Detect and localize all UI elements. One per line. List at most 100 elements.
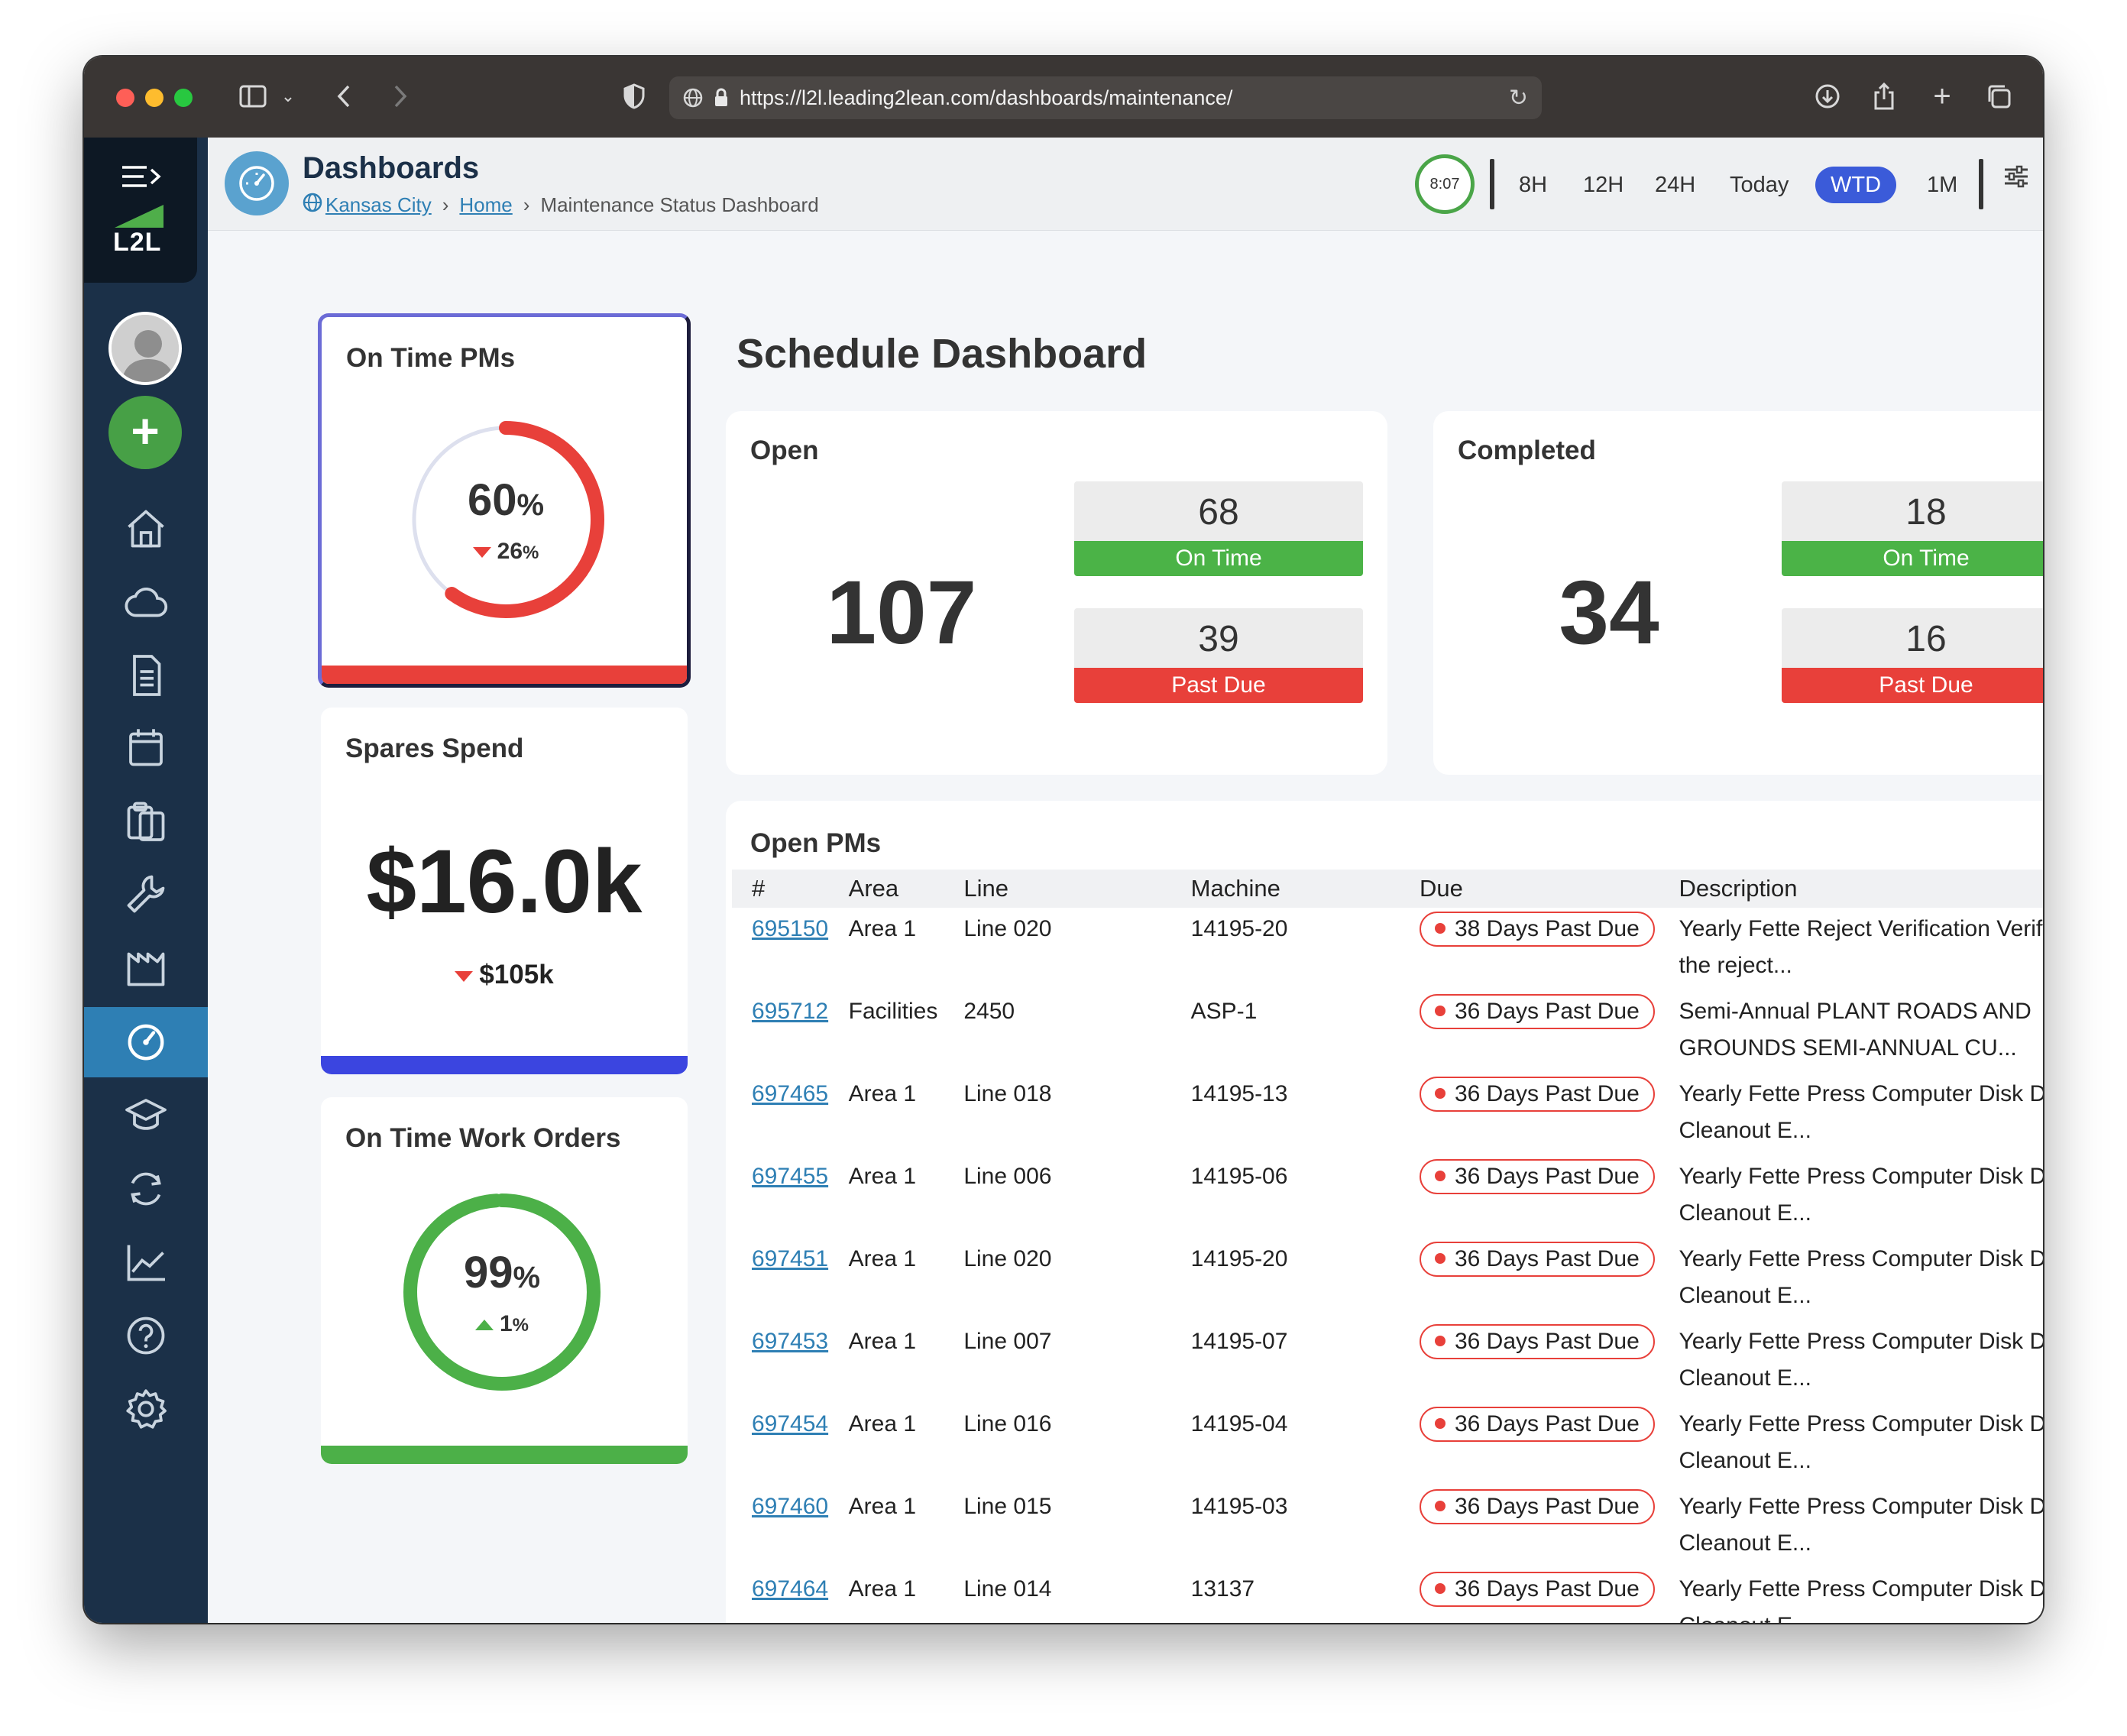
shield-icon[interactable]: [619, 79, 649, 113]
kpi-color-bar: [321, 1446, 688, 1464]
sidebar-toggle-icon[interactable]: [234, 79, 272, 113]
refresh-icon: [131, 1172, 161, 1206]
sidebar-nav-settings[interactable]: [84, 1374, 208, 1444]
column-header[interactable]: Machine: [1170, 870, 1400, 908]
sidebar-nav-graduation-cap[interactable]: [84, 1080, 208, 1151]
pm-id-link[interactable]: 697451: [752, 1246, 829, 1271]
table-row[interactable]: 695712 Facilities 2450 ASP-1 36 Days Past Du…: [732, 990, 2043, 1073]
description-cell: Yearly Fette Press Computer Disk Drive C…: [1679, 1329, 2043, 1391]
sidebar-nav-calendar[interactable]: [84, 712, 208, 782]
kpi-title: On Time Work Orders: [345, 1123, 621, 1153]
browser-toolbar: ⌄ https://l2l.leading2lean.com/dashboard…: [84, 57, 2043, 138]
pm-id-link[interactable]: 697455: [752, 1164, 829, 1189]
table-row[interactable]: 697460 Area 1 Line 015 14195-03 36 Days Past…: [732, 1485, 2043, 1568]
refresh-timer[interactable]: 8:07: [1415, 154, 1475, 214]
sidebar-nav-line-chart[interactable]: [84, 1227, 208, 1297]
time-range-wtd[interactable]: WTD: [1815, 167, 1897, 203]
completed-on-time-stat[interactable]: 18 On Time: [1782, 481, 2043, 576]
open-past-due-stat[interactable]: 39 Past Due: [1074, 608, 1363, 703]
pm-id-link[interactable]: 697465: [752, 1081, 829, 1106]
sidebar-nav-document[interactable]: [84, 640, 208, 711]
table-header-row: # Area Line Machine Due Description: [732, 870, 2043, 908]
due-cell: 36 Days Past Due: [1400, 1568, 1659, 1623]
time-range-12h[interactable]: 12H: [1583, 173, 1624, 197]
kpi-title: Spares Spend: [345, 734, 524, 763]
breadcrumb-home-link[interactable]: Home: [459, 193, 513, 216]
pm-id-link[interactable]: 697454: [752, 1411, 829, 1436]
minimize-window-button[interactable]: [145, 89, 163, 107]
completed-summary-card[interactable]: Completed 34 18 On Time 16 Past Due: [1433, 411, 2043, 775]
download-icon[interactable]: [1812, 79, 1843, 113]
spares-spend-card[interactable]: Spares Spend $16.0k $105k: [321, 708, 688, 1074]
wrench-icon: [127, 875, 165, 913]
time-range-8h[interactable]: 8H: [1519, 173, 1548, 197]
sidebar-nav-wrench[interactable]: [84, 859, 208, 929]
on-time-pms-card[interactable]: On Time PMs 60% 26%: [318, 313, 691, 688]
column-header[interactable]: Due: [1399, 870, 1659, 908]
back-icon[interactable]: [329, 79, 359, 113]
table-row[interactable]: 697455 Area 1 Line 006 14195-06 36 Days Past…: [732, 1155, 2043, 1238]
new-tab-icon[interactable]: +: [1933, 79, 1951, 113]
table-row[interactable]: 697454 Area 1 Line 016 14195-04 36 Days Past…: [732, 1403, 2043, 1485]
machine-cell: 14195-20: [1190, 916, 1288, 941]
table-row[interactable]: 697451 Area 1 Line 020 14195-20 36 Days Past…: [732, 1238, 2043, 1320]
pm-id-link[interactable]: 697460: [752, 1494, 829, 1519]
column-header[interactable]: Line: [944, 870, 1171, 908]
browser-window: ⌄ https://l2l.leading2lean.com/dashboard…: [84, 57, 2043, 1623]
chevron-down-icon[interactable]: ⌄: [280, 86, 296, 105]
pm-id-link[interactable]: 695150: [752, 916, 829, 941]
forward-icon[interactable]: [385, 79, 416, 113]
line-cell: Line 015: [963, 1494, 1052, 1519]
breadcrumb-site-link[interactable]: Kansas City: [325, 193, 432, 216]
sidebar-nav-dashboard[interactable]: [84, 1007, 208, 1077]
column-header[interactable]: Area: [828, 870, 944, 908]
column-header[interactable]: Description: [1659, 870, 2043, 908]
add-button[interactable]: +: [108, 396, 182, 469]
on-time-work-orders-card[interactable]: On Time Work Orders 99% 1%: [321, 1097, 688, 1464]
pm-id-link[interactable]: 697464: [752, 1576, 829, 1602]
open-on-time-stat[interactable]: 68 On Time: [1074, 481, 1363, 576]
tabs-overview-icon[interactable]: [1983, 79, 2014, 113]
share-icon[interactable]: [1869, 79, 1899, 113]
avatar[interactable]: [108, 312, 182, 385]
due-cell: 36 Days Past Due: [1400, 1320, 1659, 1403]
time-range-today[interactable]: Today: [1730, 173, 1789, 197]
pm-id-cell: 695150: [732, 908, 829, 990]
machine-cell: 14195-06: [1190, 1164, 1288, 1189]
close-window-button[interactable]: [116, 89, 134, 107]
time-range-1m[interactable]: 1M: [1927, 173, 1958, 197]
completed-past-due-stat[interactable]: 16 Past Due: [1782, 608, 2043, 703]
window-controls: [116, 89, 193, 107]
sidebar-nav-home[interactable]: [84, 494, 208, 564]
due-cell: 36 Days Past Due: [1400, 1403, 1659, 1485]
line-cell: Line 014: [963, 1576, 1052, 1602]
line-chart-icon: [127, 1245, 165, 1281]
line-cell: 2450: [963, 999, 1015, 1024]
breadcrumb: Kansas City › Home › Maintenance Status …: [303, 193, 819, 218]
menu-expand-icon[interactable]: [121, 164, 162, 196]
pm-id-link[interactable]: 697453: [752, 1329, 829, 1354]
sidebar-nav-factory[interactable]: [84, 932, 208, 1002]
pm-id-link[interactable]: 695712: [752, 999, 829, 1024]
status-dot-icon: [1434, 923, 1446, 934]
sidebar-nav-refresh[interactable]: [84, 1154, 208, 1224]
sidebar-nav-clipboard[interactable]: [84, 785, 208, 856]
zoom-window-button[interactable]: [174, 89, 193, 107]
dashboard-content: On Time PMs 60% 26% Spares Spend $16.0k …: [208, 231, 2043, 1623]
address-bar[interactable]: https://l2l.leading2lean.com/dashboards/…: [669, 76, 1542, 119]
line-cell: Line 020: [963, 916, 1052, 941]
area-cell: Area 1: [848, 916, 917, 941]
table-row[interactable]: 697453 Area 1 Line 007 14195-07 36 Days Past…: [732, 1320, 2043, 1403]
open-pms-table: # Area Line Machine Due Description 695150 Are…: [732, 870, 2043, 1623]
sidebar-nav-help[interactable]: [84, 1300, 208, 1371]
table-row[interactable]: 695150 Area 1 Line 020 14195-20 38 Days Past…: [732, 908, 2043, 990]
open-summary-card[interactable]: Open 107 68 On Time 39 Past Due: [726, 411, 1387, 775]
table-row[interactable]: 697465 Area 1 Line 018 14195-13 36 Days Past…: [732, 1073, 2043, 1155]
column-header[interactable]: #: [732, 870, 829, 908]
area-cell: Area 1: [848, 1164, 917, 1189]
filter-sliders-icon[interactable]: [2003, 165, 2029, 194]
reload-icon[interactable]: ↻: [1508, 85, 1528, 111]
time-range-24h[interactable]: 24H: [1655, 173, 1696, 197]
sidebar-nav-cloud[interactable]: [84, 567, 208, 637]
table-row[interactable]: 697464 Area 1 Line 014 13137 36 Days Past Du…: [732, 1568, 2043, 1623]
